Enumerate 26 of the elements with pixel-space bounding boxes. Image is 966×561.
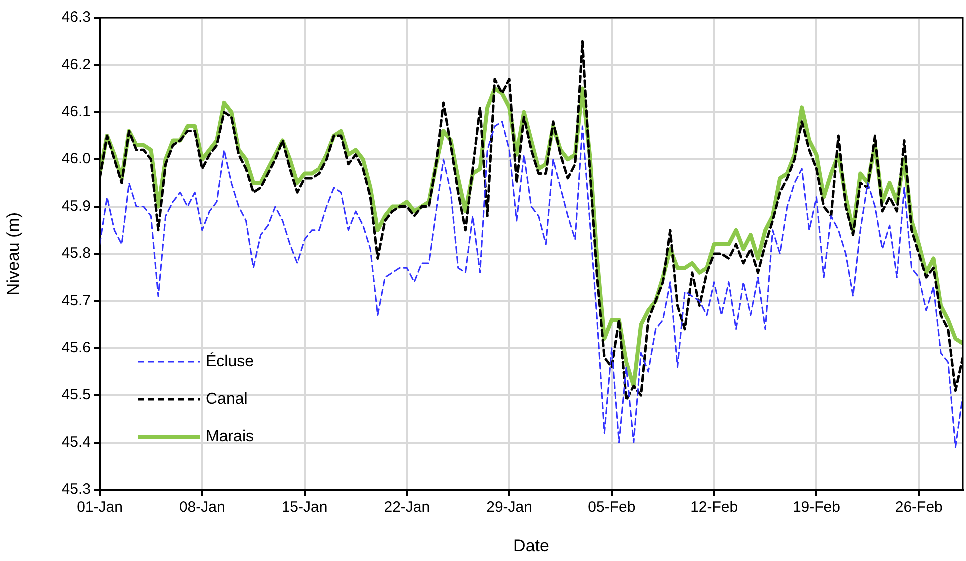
y-tick-label: 45.3 <box>62 481 91 498</box>
legend-label: Canal <box>206 390 248 408</box>
y-tick-label: 45.4 <box>62 434 91 451</box>
y-tick-label: 46.0 <box>62 150 91 168</box>
y-tick-label: 45.8 <box>62 245 91 262</box>
line-series <box>100 121 963 448</box>
y-tick-label: 46.3 <box>62 9 91 26</box>
x-tick-label: 12-Feb <box>690 499 738 516</box>
y-axis-title: Niveau (m) <box>4 212 23 296</box>
x-tick-label: 29-Jan <box>486 499 532 516</box>
x-tick-label: 22-Jan <box>384 499 430 516</box>
y-tick-label: 45.7 <box>62 292 91 310</box>
x-tick-label: 19-Feb <box>792 499 840 516</box>
y-tick-label: 46.2 <box>62 56 91 74</box>
x-tick-label: 15-Jan <box>282 499 328 516</box>
legend-label: Écluse <box>206 352 254 370</box>
y-tick-label: 46.1 <box>62 104 91 121</box>
y-tick-label: 45.6 <box>62 340 91 357</box>
x-tick-label: 05-Feb <box>588 499 636 516</box>
x-tick-label: 26-Feb <box>895 499 943 516</box>
x-axis-title: Date <box>514 536 550 556</box>
legend-label: Marais <box>206 428 254 446</box>
y-tick-label: 45.5 <box>62 386 91 404</box>
x-tick-label: 01-Jan <box>77 499 123 516</box>
y-tick-label: 45.9 <box>62 198 91 215</box>
x-tick-label: 08-Jan <box>179 499 226 516</box>
